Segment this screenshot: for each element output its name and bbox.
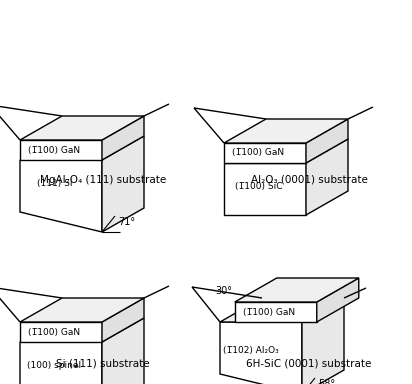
Text: 6H-SiC (0001) substrate: 6H-SiC (0001) substrate bbox=[246, 358, 372, 368]
Polygon shape bbox=[224, 119, 348, 143]
Polygon shape bbox=[220, 322, 302, 384]
Polygon shape bbox=[20, 298, 144, 322]
Text: (1̅100) SiC: (1̅100) SiC bbox=[235, 182, 282, 191]
Polygon shape bbox=[235, 278, 359, 302]
Polygon shape bbox=[102, 318, 144, 384]
Text: 71°: 71° bbox=[118, 217, 135, 227]
Text: (1̅100) GaN: (1̅100) GaN bbox=[232, 149, 285, 157]
Polygon shape bbox=[102, 136, 144, 232]
Polygon shape bbox=[20, 322, 102, 342]
Polygon shape bbox=[220, 298, 344, 322]
Polygon shape bbox=[302, 298, 344, 384]
Text: (111) Si: (111) Si bbox=[37, 179, 72, 188]
Text: Si (111) substrate: Si (111) substrate bbox=[56, 358, 150, 368]
Polygon shape bbox=[235, 302, 317, 322]
Polygon shape bbox=[20, 160, 102, 232]
Text: (100) spinel: (100) spinel bbox=[27, 361, 82, 370]
Text: MgAl₂O₄ (111) substrate: MgAl₂O₄ (111) substrate bbox=[40, 175, 166, 185]
Text: Al₂O₃ (0001) substrate: Al₂O₃ (0001) substrate bbox=[250, 175, 368, 185]
Polygon shape bbox=[20, 342, 102, 384]
Polygon shape bbox=[317, 278, 359, 322]
Polygon shape bbox=[224, 143, 306, 163]
Polygon shape bbox=[306, 139, 348, 215]
Polygon shape bbox=[306, 119, 348, 163]
Polygon shape bbox=[102, 116, 144, 160]
Polygon shape bbox=[224, 163, 306, 215]
Text: (1̅100) GaN: (1̅100) GaN bbox=[28, 328, 80, 336]
Polygon shape bbox=[20, 116, 144, 140]
Text: (1̅102) Al₂O₃: (1̅102) Al₂O₃ bbox=[223, 346, 279, 355]
Text: 30°: 30° bbox=[216, 286, 233, 296]
Text: (1̅100) GaN: (1̅100) GaN bbox=[243, 308, 295, 316]
Text: (1̅100) GaN: (1̅100) GaN bbox=[28, 146, 80, 154]
Polygon shape bbox=[20, 140, 102, 160]
Text: 58°: 58° bbox=[318, 379, 335, 384]
Polygon shape bbox=[102, 298, 144, 342]
